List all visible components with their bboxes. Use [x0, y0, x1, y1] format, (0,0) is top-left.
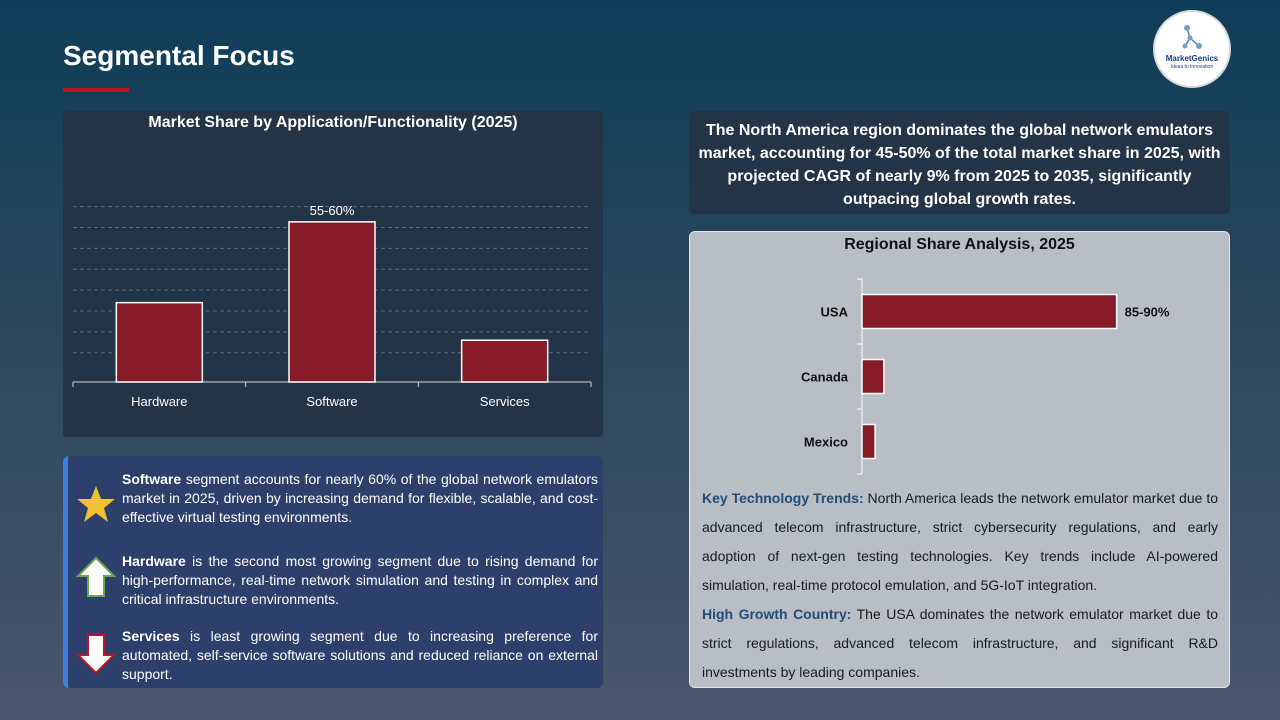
data-label: 85-90% [1125, 305, 1170, 320]
insight-body: is the second most growing segment due t… [122, 553, 598, 607]
insight-text: Services is least growing segment due to… [122, 627, 598, 684]
summary-box: The North America region dominates the g… [689, 111, 1230, 214]
segment-chart-title: Market Share by Application/Functionalit… [148, 114, 518, 131]
insight-lead: Services [122, 628, 180, 644]
bar-usa [861, 293, 1118, 330]
y-tick-label: Canada [801, 370, 849, 385]
y-tick-label: Mexico [804, 435, 848, 450]
molecule-icon [1182, 25, 1202, 49]
high-growth-label: High Growth Country: [702, 606, 852, 622]
insight-text: Hardware is the second most growing segm… [122, 552, 598, 609]
insight-body: is least growing segment due to increasi… [122, 628, 598, 682]
insight-body: segment accounts for nearly 60% of the g… [122, 471, 598, 525]
bar-hardware [115, 301, 204, 383]
high-growth: High Growth Country: The USA dominates t… [702, 600, 1218, 687]
insights-panel: Software segment accounts for nearly 60%… [63, 456, 603, 688]
bar-mexico [861, 423, 876, 460]
logo-tagline: Ideas to Innovation [1170, 64, 1214, 70]
high-growth-text: The USA dominates the network emulator m… [702, 606, 1218, 680]
segment-chart: Hardware Software 55-60% Services [72, 203, 592, 409]
data-label: 55-60% [310, 203, 355, 218]
bar-software [288, 221, 376, 383]
bar-services [460, 339, 549, 383]
regional-chart: USA 85-90% Canada Mexico [801, 278, 1170, 475]
segment-chart-panel: Market Share by Application/Functionalit… [63, 111, 603, 437]
insight-lead: Hardware [122, 553, 186, 569]
bar-canada [861, 358, 885, 395]
tech-trends-label: Key Technology Trends: [702, 490, 864, 506]
x-tick-label: Hardware [131, 394, 187, 409]
regional-panel: Regional Share Analysis, 2025 USA 85-90% C… [689, 231, 1230, 688]
arrow-down-icon [76, 634, 116, 675]
y-tick-label: USA [821, 305, 849, 320]
tech-trends-text: North America leads the network emulator… [702, 490, 1218, 593]
title-underline [63, 88, 129, 92]
logo-name: MarketGenics [1165, 54, 1219, 63]
company-logo: MarketGenics Ideas to Innovation [1155, 12, 1229, 86]
regional-chart-title: Regional Share Analysis, 2025 [844, 236, 1075, 253]
page-title: Segmental Focus [63, 40, 295, 71]
insight-lead: Software [122, 471, 182, 487]
x-tick-label: Software [306, 394, 357, 409]
insight-text: Software segment accounts for nearly 60%… [122, 470, 598, 527]
tech-trends: Key Technology Trends: North America lea… [702, 484, 1218, 600]
arrow-up-icon [76, 556, 116, 597]
star-icon [77, 486, 115, 522]
x-tick-label: Services [480, 394, 530, 409]
